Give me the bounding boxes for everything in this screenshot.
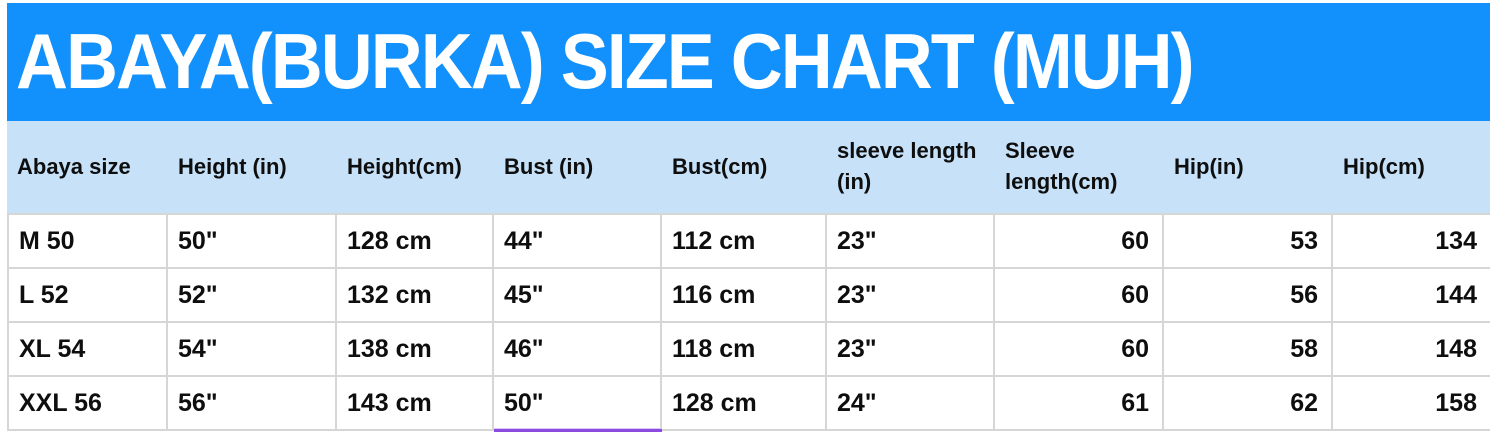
size-table: Abaya size Height (in) Height(cm) Bust (…	[7, 121, 1490, 431]
cell-abaya-size[interactable]: M 50	[7, 215, 168, 267]
cell-sleeve-length-in[interactable]: 23"	[827, 215, 995, 267]
selected-cell-underline	[494, 428, 662, 432]
cell-hip-in[interactable]: 56	[1164, 269, 1333, 321]
cell-bust-cm[interactable]: 112 cm	[662, 215, 827, 267]
cell-sleeve-length-cm[interactable]: 60	[995, 215, 1164, 267]
cell-bust-cm[interactable]: 128 cm	[662, 377, 827, 429]
column-header-sleeve-length-cm[interactable]: Sleeve length(cm)	[1005, 138, 1118, 194]
cell-hip-cm[interactable]: 134	[1435, 226, 1477, 255]
column-header-hip-cm[interactable]: Hip(cm)	[1343, 153, 1425, 179]
cell-sleeve-length-cm[interactable]: 61	[995, 377, 1164, 429]
table-row: M 50 50" 128 cm 44" 112 cm 23" 60 53 134	[7, 215, 1490, 269]
cell-bust-in[interactable]: 46"	[494, 323, 662, 375]
cell-height-in[interactable]: 56"	[168, 377, 337, 429]
table-row: L 52 52" 132 cm 45" 116 cm 23" 60 56 144	[7, 269, 1490, 323]
table-body: M 50 50" 128 cm 44" 112 cm 23" 60 53 134 L 52 52" 1…	[7, 215, 1490, 431]
cell-height-in[interactable]: 52"	[168, 269, 337, 321]
cell-abaya-size[interactable]: XL 54	[7, 323, 168, 375]
cell-height-cm[interactable]: 143 cm	[337, 377, 494, 429]
cell-bust-cm[interactable]: 118 cm	[662, 323, 827, 375]
page-title: ABAYA(BURKA) SIZE CHART (MUH)	[16, 18, 1195, 106]
cell-height-cm[interactable]: 132 cm	[337, 269, 494, 321]
table-header-row: Abaya size Height (in) Height(cm) Bust (…	[7, 121, 1490, 215]
title-banner: ABAYA(BURKA) SIZE CHART (MUH)	[7, 3, 1490, 121]
cell-bust-in[interactable]: 44"	[494, 215, 662, 267]
cell-height-in[interactable]: 50"	[168, 215, 337, 267]
cell-height-in[interactable]: 54"	[168, 323, 337, 375]
cell-abaya-size[interactable]: L 52	[7, 269, 168, 321]
cell-sleeve-length-in[interactable]: 23"	[827, 323, 995, 375]
cell-abaya-size[interactable]: XXL 56	[7, 377, 168, 429]
cell-height-cm[interactable]: 128 cm	[337, 215, 494, 267]
cell-sleeve-length-cm[interactable]: 60	[995, 323, 1164, 375]
cell-height-cm[interactable]: 138 cm	[337, 323, 494, 375]
column-header-bust-cm[interactable]: Bust(cm)	[672, 153, 768, 179]
column-header-sleeve-length-in[interactable]: sleeve length (in)	[837, 138, 977, 194]
cell-hip-cm[interactable]: 144	[1435, 280, 1477, 309]
cell-bust-in[interactable]: 45"	[494, 269, 662, 321]
cell-sleeve-length-in[interactable]: 24"	[827, 377, 995, 429]
column-header-height-in[interactable]: Height (in)	[178, 153, 287, 179]
cell-hip-in[interactable]: 53	[1164, 215, 1333, 267]
table-row: XL 54 54" 138 cm 46" 118 cm 23" 60 58 148	[7, 323, 1490, 377]
cell-hip-in[interactable]: 58	[1164, 323, 1333, 375]
column-header-hip-in[interactable]: Hip(in)	[1174, 153, 1244, 179]
cell-hip-in[interactable]: 62	[1164, 377, 1333, 429]
cell-hip-cm[interactable]: 158	[1435, 388, 1477, 417]
column-header-abaya-size[interactable]: Abaya size	[17, 153, 131, 179]
cell-hip-cm[interactable]: 148	[1435, 334, 1477, 363]
cell-bust-cm[interactable]: 116 cm	[662, 269, 827, 321]
cell-sleeve-length-cm[interactable]: 60	[995, 269, 1164, 321]
column-header-bust-in[interactable]: Bust (in)	[504, 153, 594, 179]
cell-bust-in[interactable]: 50"	[494, 377, 662, 429]
cell-sleeve-length-in[interactable]: 23"	[827, 269, 995, 321]
column-header-height-cm[interactable]: Height(cm)	[347, 153, 462, 179]
table-row: XXL 56 56" 143 cm 50" 128 cm 24" 61 62 158	[7, 377, 1490, 431]
